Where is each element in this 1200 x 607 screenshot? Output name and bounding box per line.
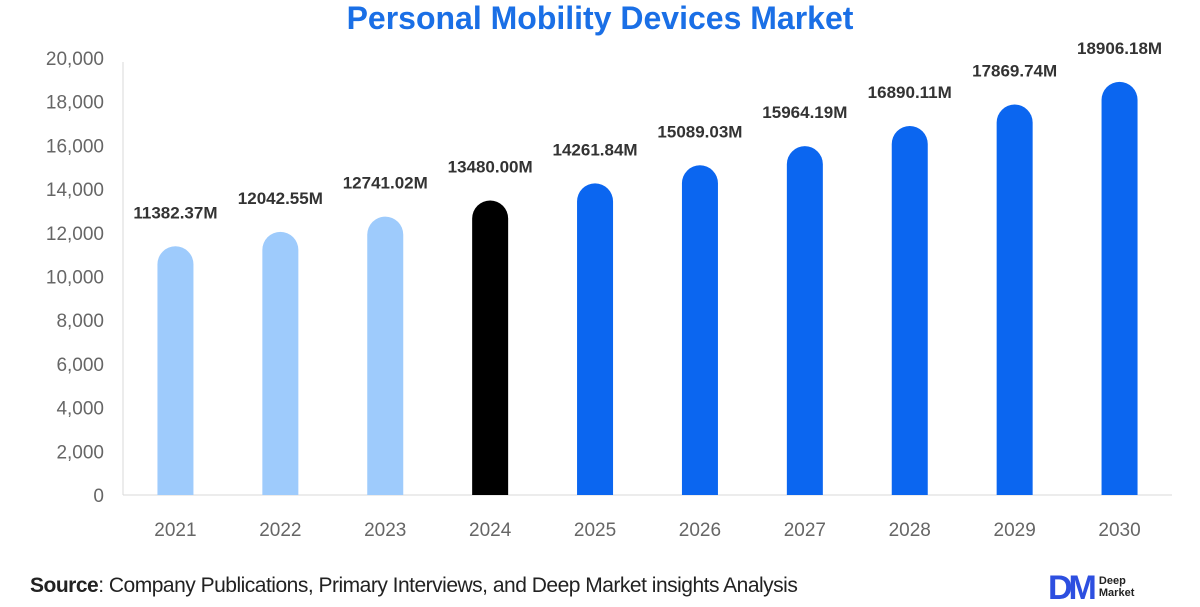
bar-2028 xyxy=(891,125,928,495)
x-tick-label: 2021 xyxy=(154,520,196,541)
x-tick-label: 2028 xyxy=(889,520,931,541)
source-note: Source: Company Publications, Primary In… xyxy=(30,574,798,598)
y-tick-label: 16,000 xyxy=(46,136,104,157)
data-label: 12741.02M xyxy=(343,174,428,193)
x-tick-label: 2029 xyxy=(994,520,1036,541)
data-label: 12042.55M xyxy=(238,189,323,208)
y-tick-label: 6,000 xyxy=(56,355,104,376)
data-label: 11382.37M xyxy=(133,203,217,222)
x-tick-label: 2025 xyxy=(574,520,616,541)
chart-title: Personal Mobility Devices Market xyxy=(346,0,854,36)
y-tick-label: 0 xyxy=(93,486,104,507)
y-tick-label: 14,000 xyxy=(46,180,104,201)
bar-2023 xyxy=(367,216,404,495)
x-tick-label: 2030 xyxy=(1098,520,1140,541)
bar-2029 xyxy=(996,104,1033,496)
y-tick-label: 20,000 xyxy=(46,49,104,70)
data-label: 15964.19M xyxy=(762,103,847,122)
x-tick-label: 2027 xyxy=(784,520,826,541)
bar-chart: 0 2,000 4,000 6,000 8,000 10,000 12,000 14,000 1… xyxy=(46,39,1172,541)
y-tick-label: 12,000 xyxy=(46,224,104,245)
logo-line2: Market xyxy=(1098,587,1135,599)
data-label: 14261.84M xyxy=(553,140,638,159)
bar-2030 xyxy=(1101,81,1138,495)
deep-market-logo: DM Deep Market xyxy=(1048,569,1134,607)
logo-line1: Deep xyxy=(1098,575,1126,587)
data-label: 17869.74M xyxy=(972,62,1057,81)
x-tick-label: 2024 xyxy=(469,520,512,541)
bar-2022 xyxy=(262,231,299,495)
x-tick-label: 2023 xyxy=(364,520,406,541)
bar-2027 xyxy=(786,146,823,496)
bar-2021 xyxy=(157,246,194,495)
bar-2024 xyxy=(472,200,509,495)
logo-text: Deep Market xyxy=(1099,575,1134,599)
y-tick-label: 18,000 xyxy=(46,93,104,114)
source-label: Source xyxy=(30,574,99,597)
y-tick-label: 4,000 xyxy=(56,399,104,420)
data-label: 18906.18M xyxy=(1077,39,1162,58)
x-tick-label: 2026 xyxy=(679,520,721,541)
x-tick-label: 2022 xyxy=(259,520,301,541)
y-tick-label: 8,000 xyxy=(56,311,104,332)
data-label: 15089.03M xyxy=(657,122,742,141)
data-label: 13480.00M xyxy=(448,157,533,176)
data-label: 16890.11M xyxy=(868,83,952,102)
y-tick-label: 10,000 xyxy=(46,268,104,289)
source-text: : Company Publications, Primary Intervie… xyxy=(98,574,798,597)
bar-2025 xyxy=(577,183,614,496)
y-tick-label: 2,000 xyxy=(56,442,104,463)
logo-mark: DM xyxy=(1048,569,1097,607)
bar-2026 xyxy=(681,165,718,495)
